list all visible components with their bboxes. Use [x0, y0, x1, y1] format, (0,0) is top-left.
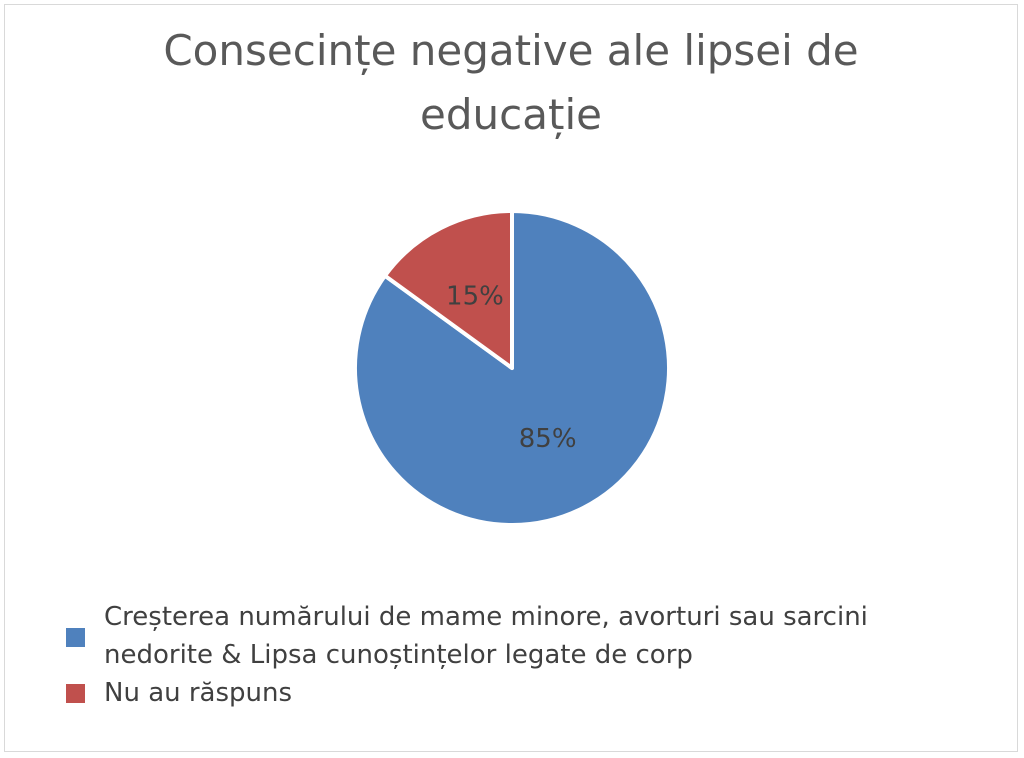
- legend-label-nu-au-raspuns: Nu au răspuns: [104, 674, 986, 712]
- chart-title-line-2: educație: [420, 90, 602, 139]
- legend-label-nu-au-raspuns-line-1: Nu au răspuns: [104, 678, 293, 708]
- legend-swatch-red: [66, 684, 85, 703]
- legend-item-nu-au-raspuns: Nu au răspuns: [66, 674, 986, 712]
- legend-label-cresterea-line-2: nedorite & Lipsa cunoștințelor legate de…: [104, 640, 693, 670]
- chart-legend: Creșterea numărului de mame minore, avor…: [66, 598, 986, 712]
- legend-item-cresterea: Creșterea numărului de mame minore, avor…: [66, 598, 986, 674]
- chart-title: Consecințe negative ale lipsei de educaț…: [5, 19, 1017, 147]
- data-label-85: 85%: [519, 424, 577, 454]
- legend-swatch-blue: [66, 628, 85, 647]
- legend-label-cresterea: Creșterea numărului de mame minore, avor…: [104, 598, 986, 674]
- data-label-15: 15%: [446, 281, 504, 311]
- chart-title-line-1: Consecințe negative ale lipsei de: [163, 26, 859, 75]
- pie-slice-nu-au-raspuns: [382, 209, 514, 370]
- legend-label-cresterea-line-1: Creșterea numărului de mame minore, avor…: [104, 602, 868, 632]
